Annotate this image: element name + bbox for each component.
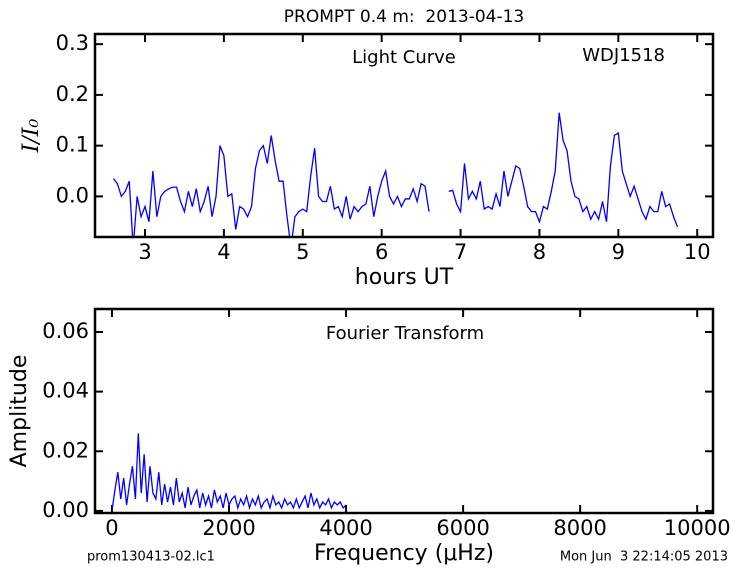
- footer-left: prom130413-02.lc1: [87, 550, 215, 565]
- y-tick-label: 0.3: [56, 31, 89, 55]
- x-tick-label: 10000: [664, 516, 731, 540]
- x-tick-label: 6000: [436, 516, 489, 540]
- footer-right: Mon Jun 3 22:14:05 2013: [560, 550, 728, 565]
- y-tick-label: 0.1: [56, 133, 89, 157]
- x-tick-label: 3: [138, 240, 151, 264]
- x-tick-label: 2000: [202, 516, 255, 540]
- plot-frame: [93, 307, 715, 515]
- y-tick-label: 0.02: [42, 438, 89, 462]
- x-axis-label: Frequency (μHz): [314, 541, 494, 566]
- y-axis-label: I/I₀: [19, 119, 44, 154]
- y-tick-label: 0.0: [56, 183, 89, 207]
- annotation: Light Curve: [352, 47, 456, 68]
- y-axis-label: Amplitude: [7, 355, 32, 468]
- y-tick-label: 0.00: [42, 498, 89, 522]
- x-tick-label: 8: [533, 240, 546, 264]
- x-tick-label: 6: [375, 240, 388, 264]
- y-tick-label: 0.06: [42, 319, 89, 343]
- x-axis-label: hours UT: [355, 265, 454, 290]
- x-tick-label: 7: [454, 240, 467, 264]
- x-tick-label: 10: [684, 240, 711, 264]
- x-tick-label: 4000: [319, 516, 372, 540]
- series-line: [112, 112, 679, 237]
- x-tick-label: 5: [296, 240, 309, 264]
- annotation: Fourier Transform: [326, 323, 484, 344]
- x-tick-label: 4: [217, 240, 230, 264]
- plot-frame: [93, 32, 715, 239]
- series-line: [111, 433, 347, 512]
- x-tick-label: 8000: [553, 516, 606, 540]
- y-tick-label: 0.04: [42, 379, 89, 403]
- chart-title: PROMPT 0.4 m: 2013-04-13: [284, 7, 524, 27]
- y-tick-label: 0.2: [56, 82, 89, 106]
- annotation: WDJ1518: [582, 45, 665, 66]
- x-tick-label: 9: [612, 240, 625, 264]
- x-tick-label: 0: [105, 516, 118, 540]
